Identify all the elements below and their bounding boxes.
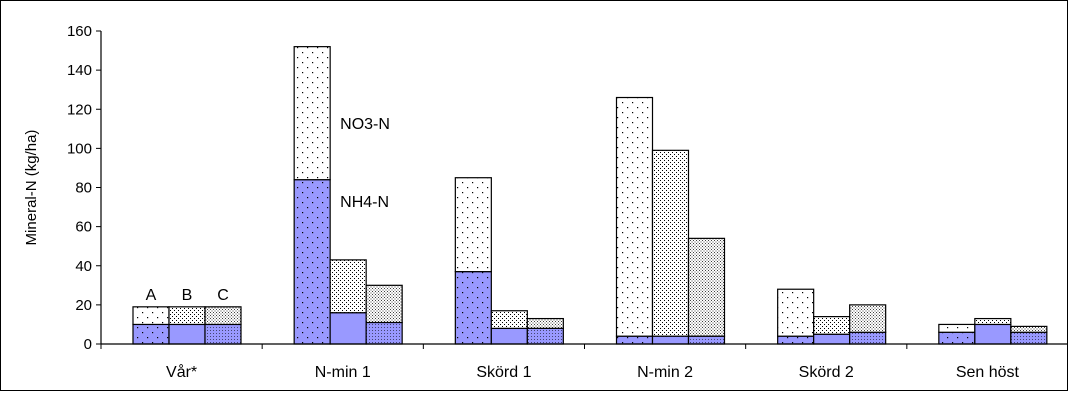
annotation-nh4-n: NH4-N — [340, 194, 389, 211]
bar-nh4-n-a-sk-rd-2 — [777, 335, 815, 345]
bar-no3-n-c-sk-rd-2 — [849, 304, 887, 333]
bar-nh4-n-a-n-min-1 — [293, 179, 331, 345]
bar-nh4-n-a-sk-rd-1 — [454, 271, 492, 345]
bar-no3-n-a-sk-rd-2 — [777, 288, 815, 337]
bar-no3-n-a-n-min-1 — [293, 46, 331, 181]
y-tick-label: 40 — [75, 258, 92, 275]
bar-nh4-n-c-n-min-1 — [365, 321, 403, 345]
bar-nh4-n-c-sk-rd-1 — [526, 327, 564, 345]
x-tick-label: Vår* — [166, 363, 197, 381]
bar-no3-n-c-sk-rd-1 — [526, 317, 564, 329]
x-tick-label: Skörd 2 — [799, 364, 854, 381]
x-tick-label: N-min 2 — [637, 364, 693, 381]
annotation-c: C — [217, 287, 229, 304]
bar-no3-n-c-n-min-1 — [365, 284, 403, 324]
bar-nh4-n-a-v-r — [132, 323, 170, 345]
y-tick-label: 80 — [75, 180, 92, 197]
x-tick-label: Skörd 1 — [476, 364, 531, 381]
bar-nh4-n-b-sen-h-st — [974, 323, 1012, 345]
annotation-a: A — [146, 287, 157, 304]
x-tick-label: Sen höst — [956, 364, 1020, 381]
bar-nh4-n-a-sen-h-st — [938, 331, 976, 345]
bar-no3-n-b-v-r — [168, 306, 206, 326]
bar-no3-n-a-sk-rd-1 — [454, 177, 492, 273]
bar-no3-n-b-sk-rd-1 — [490, 310, 528, 329]
y-tick-label: 0 — [84, 336, 92, 353]
annotation-no3-n: NO3-N — [340, 116, 390, 133]
x-tick-label: N-min 1 — [315, 364, 371, 381]
bar-no3-n-b-n-min-2 — [651, 149, 690, 337]
bar-nh4-n-c-n-min-2 — [687, 335, 726, 345]
bar-no3-n-c-sen-h-st — [1010, 325, 1048, 333]
bar-no3-n-a-v-r — [132, 306, 170, 326]
bar-nh4-n-b-sk-rd-1 — [490, 327, 528, 345]
y-tick-label: 60 — [75, 219, 92, 236]
bar-no3-n-c-n-min-2 — [687, 237, 726, 337]
bar-nh4-n-b-n-min-1 — [329, 312, 367, 345]
y-tick-label: 100 — [67, 140, 92, 157]
bar-nh4-n-b-v-r — [168, 323, 206, 345]
bar-nh4-n-c-sen-h-st — [1010, 331, 1048, 345]
y-axis-title: Mineral-N (kg/ha) — [23, 130, 40, 246]
bar-no3-n-a-sen-h-st — [938, 323, 976, 333]
bar-no3-n-b-sen-h-st — [974, 317, 1012, 326]
y-tick-label: 160 — [67, 23, 92, 40]
y-tick-label: 20 — [75, 297, 92, 314]
bar-no3-n-a-n-min-2 — [615, 96, 654, 337]
bar-no3-n-b-sk-rd-2 — [813, 316, 851, 335]
bar-nh4-n-b-n-min-2 — [651, 335, 690, 345]
y-tick-label: 120 — [67, 101, 92, 118]
bar-no3-n-b-n-min-1 — [329, 259, 367, 314]
bar-nh4-n-c-v-r — [204, 323, 242, 345]
bar-nh4-n-a-n-min-2 — [615, 335, 654, 345]
bar-nh4-n-b-sk-rd-2 — [813, 333, 851, 345]
bar-no3-n-c-v-r — [204, 306, 242, 326]
annotation-b: B — [182, 287, 193, 304]
y-tick-label: 140 — [67, 62, 92, 79]
bar-nh4-n-c-sk-rd-2 — [849, 331, 887, 345]
